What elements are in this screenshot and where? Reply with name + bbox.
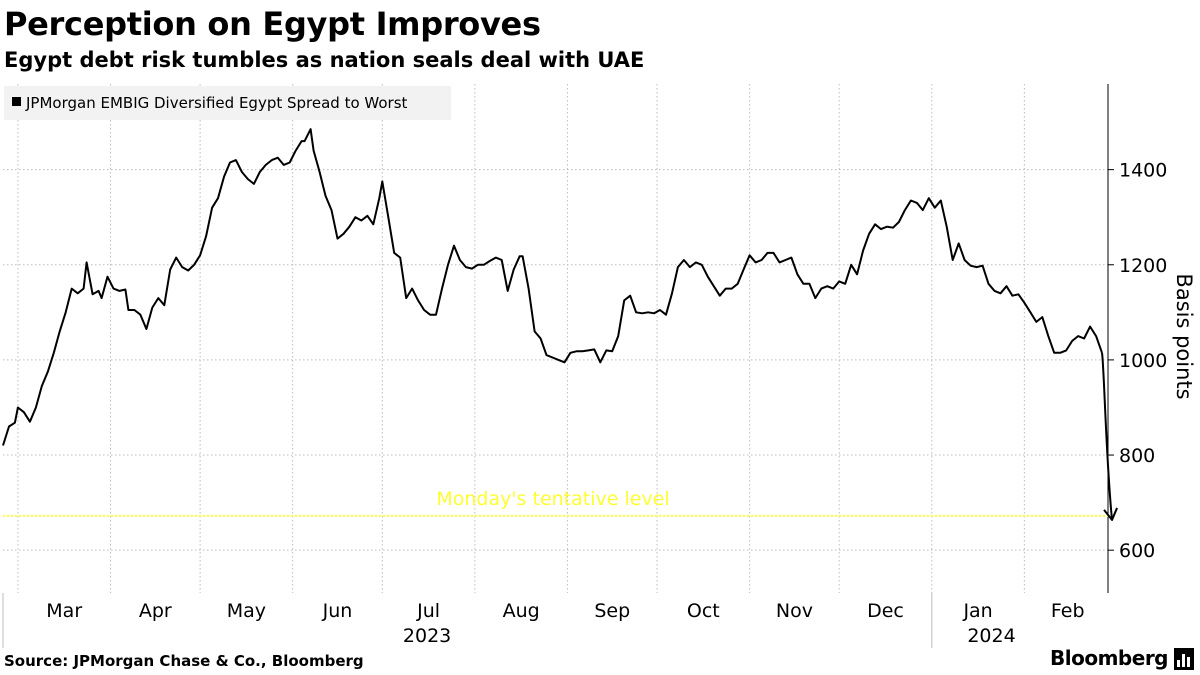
bloomberg-logo: Bloomberg: [1050, 646, 1168, 670]
year-label: 2024: [967, 625, 1015, 647]
y-tick-label: 1000: [1119, 350, 1167, 372]
series-drop-line: [1101, 352, 1114, 521]
x-tick-label: Jun: [322, 600, 353, 622]
x-tick-label: Jul: [416, 600, 440, 622]
arrow-icon: [1103, 507, 1118, 521]
y-tick-label: 1200: [1119, 255, 1167, 277]
x-tick-label: May: [227, 600, 266, 622]
x-tick-label: Mar: [46, 600, 82, 622]
y-tick-label: 1400: [1119, 160, 1167, 182]
x-tick-label: Oct: [687, 600, 720, 622]
legend-box: [4, 86, 451, 120]
legend-label: JPMorgan EMBIG Diversified Egypt Spread …: [25, 94, 408, 112]
x-tick-label: Aug: [503, 600, 540, 622]
x-tick-label: Dec: [867, 600, 904, 622]
x-tick-label: Nov: [776, 600, 813, 622]
chart-title: Perception on Egypt Improves: [4, 5, 541, 43]
legend-swatch: [12, 97, 21, 106]
x-tick-label: Sep: [594, 600, 630, 622]
annotation-label: Monday's tentative level: [436, 488, 669, 510]
x-tick-label: Jan: [962, 600, 992, 622]
chart-subtitle: Egypt debt risk tumbles as nation seals …: [4, 48, 645, 72]
x-tick-label: Feb: [1051, 600, 1085, 622]
source-note: Source: JPMorgan Chase & Co., Bloomberg: [4, 652, 364, 670]
x-tick-label: Apr: [139, 600, 172, 622]
bloomberg-terminal-icon: [1174, 648, 1194, 670]
y-axis-label: Basis points: [1172, 273, 1196, 399]
year-label: 2023: [403, 625, 451, 647]
y-tick-label: 600: [1119, 540, 1155, 562]
y-tick-label: 800: [1119, 445, 1155, 467]
series-line: [2, 128, 1103, 446]
